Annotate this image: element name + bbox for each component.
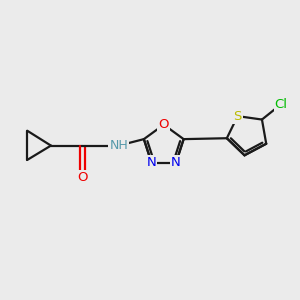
Text: N: N [147,156,156,169]
Text: S: S [233,110,242,123]
Text: O: O [158,118,169,131]
Text: O: O [77,171,88,184]
Text: N: N [171,156,181,169]
Text: Cl: Cl [275,98,288,111]
Text: NH: NH [109,139,128,152]
